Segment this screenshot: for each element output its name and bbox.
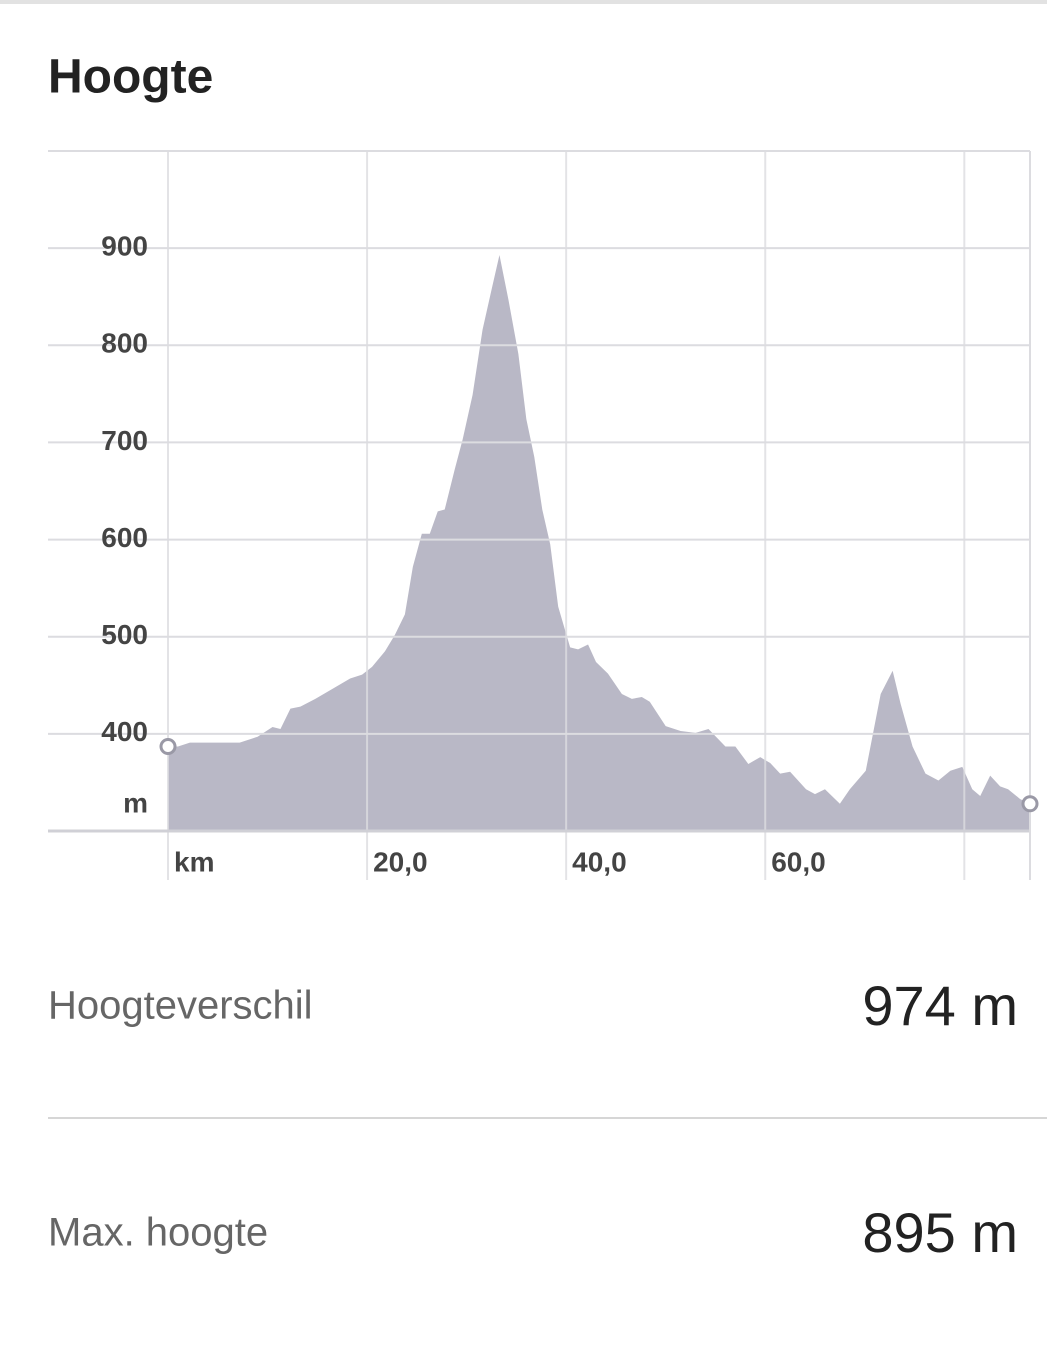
y-tick-label: 900: [101, 231, 148, 262]
y-tick-label: 800: [101, 328, 148, 359]
x-tick-label: 60,0: [771, 846, 826, 877]
stat-label: Hoogteverschil: [48, 984, 313, 1028]
end-marker: [159, 737, 177, 755]
stat-value: 974 m: [862, 974, 1018, 1037]
stat-value: 895 m: [862, 1201, 1018, 1264]
y-tick-label: 600: [101, 522, 148, 553]
end-marker: [1021, 795, 1039, 813]
y-tick-label: 400: [101, 716, 148, 747]
title: Hoogte: [48, 51, 213, 104]
stat-label: Max. hoogte: [48, 1211, 268, 1255]
y-tick-label: 500: [101, 619, 148, 650]
x-tick-label: 40,0: [572, 846, 627, 877]
x-tick-label: 20,0: [373, 846, 428, 877]
y-unit: m: [123, 787, 148, 818]
elevation-chart: 400 500 600 700 800 900 mkm 20,0 40,0 60,0: [48, 150, 1039, 880]
elevation-area: [168, 254, 1030, 831]
y-tick-label: 700: [101, 425, 148, 456]
x-unit: km: [174, 846, 214, 877]
